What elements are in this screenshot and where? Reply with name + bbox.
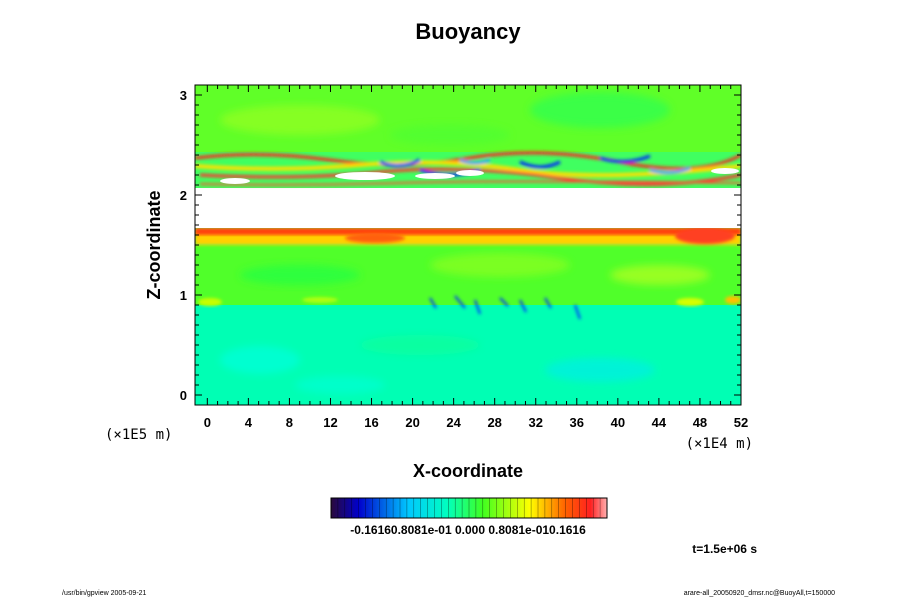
x-tick-label: 28 [487, 415, 501, 430]
x-tick-label: 24 [446, 415, 461, 430]
y-tick-label: 3 [180, 88, 187, 103]
x-tick-label: 48 [693, 415, 707, 430]
heatmap-plot-area [195, 85, 741, 405]
x-tick-label: 0 [204, 415, 211, 430]
y-tick-label: 0 [180, 388, 187, 403]
x-axis-ticks: 0 4 8 12 16 20 24 28 32 36 40 44 48 52 [204, 85, 748, 430]
footer-right: arare-all_20050920_dmsr.nc@BuoyAll,t=150… [684, 590, 835, 597]
x-tick-label: 32 [529, 415, 543, 430]
x-tick-label: 12 [323, 415, 337, 430]
x-tick-label: 16 [364, 415, 378, 430]
x-axis-unit: (×1E4 m) [686, 436, 753, 452]
x-tick-label: 4 [245, 415, 253, 430]
x-tick-label: 52 [734, 415, 748, 430]
time-label: t=1.5e+06 s [692, 542, 757, 556]
x-axis-label: X-coordinate [413, 461, 523, 481]
footer-left: /usr/bin/gpview 2005-09-21 [62, 590, 147, 597]
colorbar-ticks [330, 498, 608, 518]
y-tick-label: 2 [180, 188, 187, 203]
colorbar-labels: -0.16160.8081e-01 0.000 0.8081e-010.1616 [350, 523, 586, 537]
y-axis-unit: (×1E5 m) [105, 427, 172, 443]
x-tick-label: 44 [652, 415, 667, 430]
heatmap-undefined-region [195, 188, 741, 228]
y-tick-label: 1 [180, 288, 187, 303]
chart-title: Buoyancy [415, 19, 521, 44]
y-axis-ticks: 0 1 2 3 [180, 84, 741, 403]
x-tick-label: 8 [286, 415, 293, 430]
x-tick-label: 20 [405, 415, 419, 430]
x-tick-label: 36 [570, 415, 584, 430]
y-axis-label: Z-coordinate [144, 190, 164, 299]
x-tick-label: 40 [611, 415, 625, 430]
